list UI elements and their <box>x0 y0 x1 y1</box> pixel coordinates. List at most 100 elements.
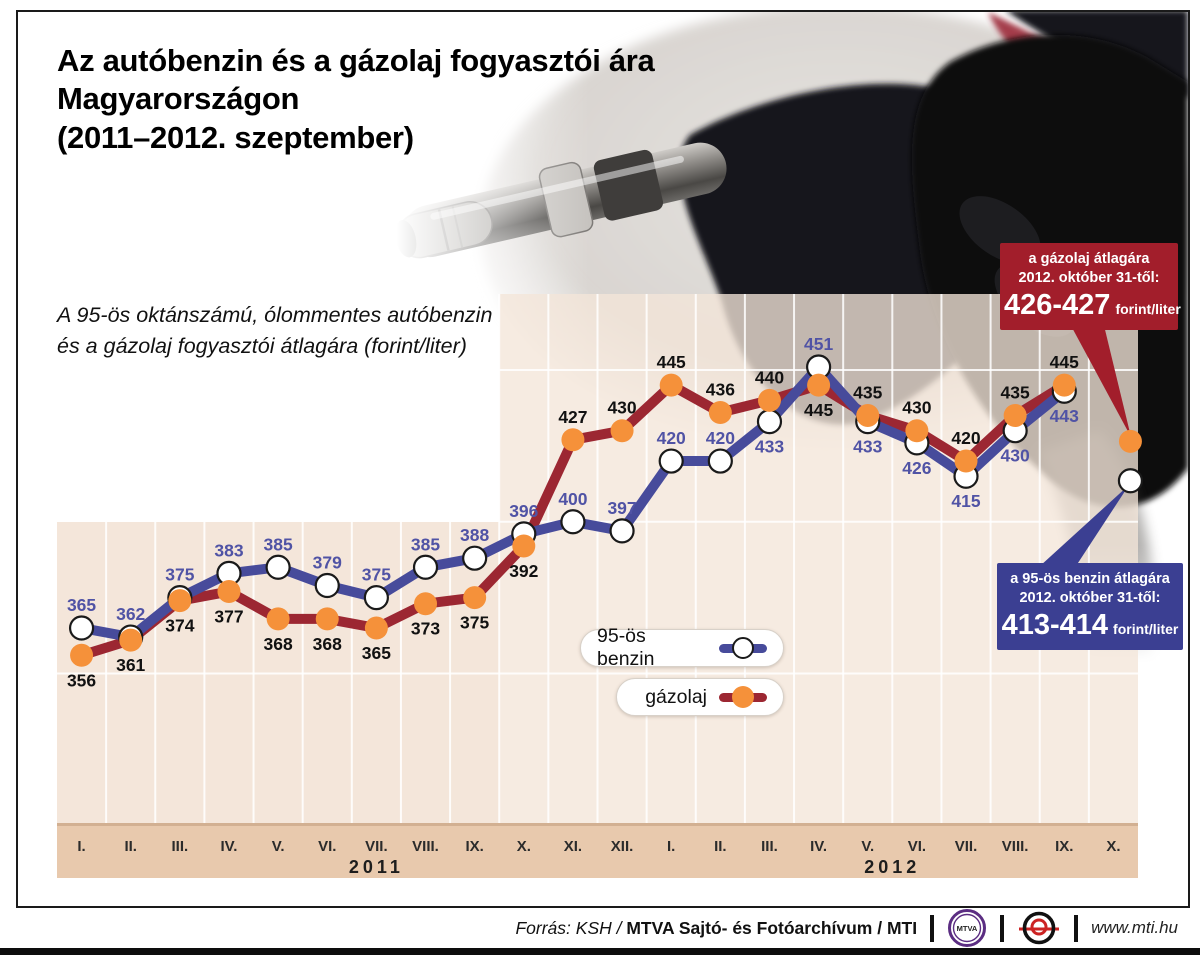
value-label-gazolaj: 436 <box>706 379 735 399</box>
data-point-gazolaj <box>807 373 831 397</box>
month-tick-label: III. <box>172 838 189 855</box>
diesel-callout-tail <box>1062 309 1131 437</box>
gazolaj-marker-icon <box>732 685 754 708</box>
month-tick-label: X. <box>517 838 531 855</box>
diesel-callout-line2: 2012. október 31-től: <box>1018 269 1160 286</box>
data-point-gazolaj <box>561 428 585 452</box>
value-label-gazolaj: 435 <box>1001 383 1030 403</box>
value-label-gazolaj: 368 <box>264 634 293 654</box>
footer-bar: Forrás: KSH / MTVA Sajtó- és Fotóarchívu… <box>18 909 1184 947</box>
value-label-benzin: 388 <box>460 525 489 545</box>
month-tick-label: IX. <box>1055 838 1073 855</box>
value-label-benzin: 400 <box>558 489 587 509</box>
data-point-benzin <box>609 518 635 544</box>
page-title: Az autóbenzin és a gázolaj fogyasztói ár… <box>57 42 655 157</box>
value-label-gazolaj: 373 <box>411 619 440 639</box>
month-tick-label: VIII. <box>412 838 439 855</box>
data-point-gazolaj <box>266 607 290 631</box>
benzin-callout-unit: forint/liter <box>1113 620 1179 637</box>
data-point-gazolaj <box>905 419 929 443</box>
year-label: 2012 <box>864 857 920 877</box>
diesel-callout-value: 426-427 <box>1004 288 1111 321</box>
website-link[interactable]: www.mti.hu <box>1091 918 1178 937</box>
title-line-1: Az autóbenzin és a gázolaj fogyasztói ár… <box>57 43 655 78</box>
value-label-gazolaj: 420 <box>951 428 980 448</box>
data-point-gazolaj <box>610 419 634 443</box>
value-label-benzin: 433 <box>853 437 882 457</box>
year-label: 2011 <box>349 857 404 877</box>
month-tick-label: VII. <box>365 838 388 855</box>
month-tick-label: II. <box>124 838 137 855</box>
diesel-callout-line1: a gázolaj átlagára <box>1028 251 1150 267</box>
data-point-gazolaj <box>315 607 339 631</box>
x-axis-band <box>57 823 1138 878</box>
source-prefix: Forrás: KSH / <box>515 917 622 938</box>
october-point-benzin <box>1117 468 1144 494</box>
diesel-callout-unit: forint/liter <box>1115 300 1181 317</box>
bottom-black-bar <box>0 948 1200 955</box>
october-point-gazolaj <box>1118 429 1142 453</box>
month-tick-label: IX. <box>465 838 483 855</box>
subtitle-line-1: A 95-ös oktánszámú, ólommentes autóbenzi… <box>57 303 493 327</box>
data-point-benzin <box>560 509 586 535</box>
value-label-benzin: 420 <box>706 428 735 448</box>
gazolaj-line-sample <box>719 685 767 708</box>
value-label-benzin: 415 <box>951 491 980 511</box>
data-point-gazolaj <box>414 592 438 616</box>
value-label-gazolaj: 440 <box>755 367 784 387</box>
data-point-gazolaj <box>70 643 94 667</box>
mti-logo <box>1019 911 1060 945</box>
value-label-gazolaj: 435 <box>853 383 882 403</box>
value-label-benzin: 426 <box>902 458 931 478</box>
month-tick-label: XII. <box>611 838 634 855</box>
month-tick-label: II. <box>714 838 727 855</box>
value-label-benzin: 396 <box>509 501 538 521</box>
benzin-callout-line1: a 95-ös benzin átlagára <box>1010 571 1170 587</box>
value-label-benzin: 365 <box>67 595 96 615</box>
month-tick-label: I. <box>667 838 675 855</box>
benzin-callout-tail <box>1040 485 1129 566</box>
benzin-marker-icon <box>732 636 754 659</box>
value-label-benzin: 362 <box>116 604 145 624</box>
value-label-gazolaj: 430 <box>902 398 931 418</box>
data-point-benzin <box>658 448 684 474</box>
month-tick-label: V. <box>861 838 874 855</box>
data-point-gazolaj <box>659 373 683 397</box>
value-label-gazolaj: 430 <box>607 398 636 418</box>
value-label-benzin: 375 <box>165 565 194 585</box>
data-point-benzin <box>68 615 95 641</box>
value-label-gazolaj: 375 <box>460 613 489 633</box>
month-tick-label: IV. <box>220 838 237 855</box>
month-tick-label: I. <box>77 838 85 855</box>
month-tick-label: IV. <box>810 838 827 855</box>
title-line-2: Magyarországon <box>57 81 300 117</box>
data-point-gazolaj <box>856 404 880 428</box>
footer-divider <box>930 914 935 942</box>
diesel-callout-box: a gázolaj átlagára 2012. október 31-től:… <box>1000 243 1181 330</box>
data-point-benzin <box>412 554 439 580</box>
value-label-benzin: 375 <box>362 565 391 585</box>
value-label-gazolaj: 445 <box>657 352 686 372</box>
value-label-benzin: 430 <box>1001 446 1030 466</box>
value-label-benzin: 451 <box>804 334 833 354</box>
value-label-gazolaj: 365 <box>362 643 391 663</box>
data-point-benzin <box>265 554 291 580</box>
title-line-3: (2011–2012. szeptember) <box>57 119 414 155</box>
data-point-benzin <box>462 545 488 571</box>
data-point-gazolaj <box>1003 404 1027 428</box>
value-label-gazolaj: 445 <box>1050 352 1079 372</box>
value-label-gazolaj: 445 <box>804 400 833 420</box>
footer-divider <box>1000 914 1005 942</box>
value-label-benzin: 443 <box>1050 406 1079 426</box>
value-label-gazolaj: 377 <box>214 607 243 627</box>
value-label-gazolaj: 374 <box>165 616 194 636</box>
legend-benzin-label: 95-ös benzin <box>597 625 655 670</box>
month-tick-label: III. <box>761 838 778 855</box>
value-label-gazolaj: 356 <box>67 670 96 690</box>
month-tick-label: X. <box>1106 838 1120 855</box>
month-tick-label: XI. <box>564 838 582 855</box>
legend-item-benzin: 95-ös benzin <box>580 625 784 670</box>
mtva-logo-text: MTVA <box>957 924 978 933</box>
data-point-gazolaj <box>1052 373 1076 397</box>
